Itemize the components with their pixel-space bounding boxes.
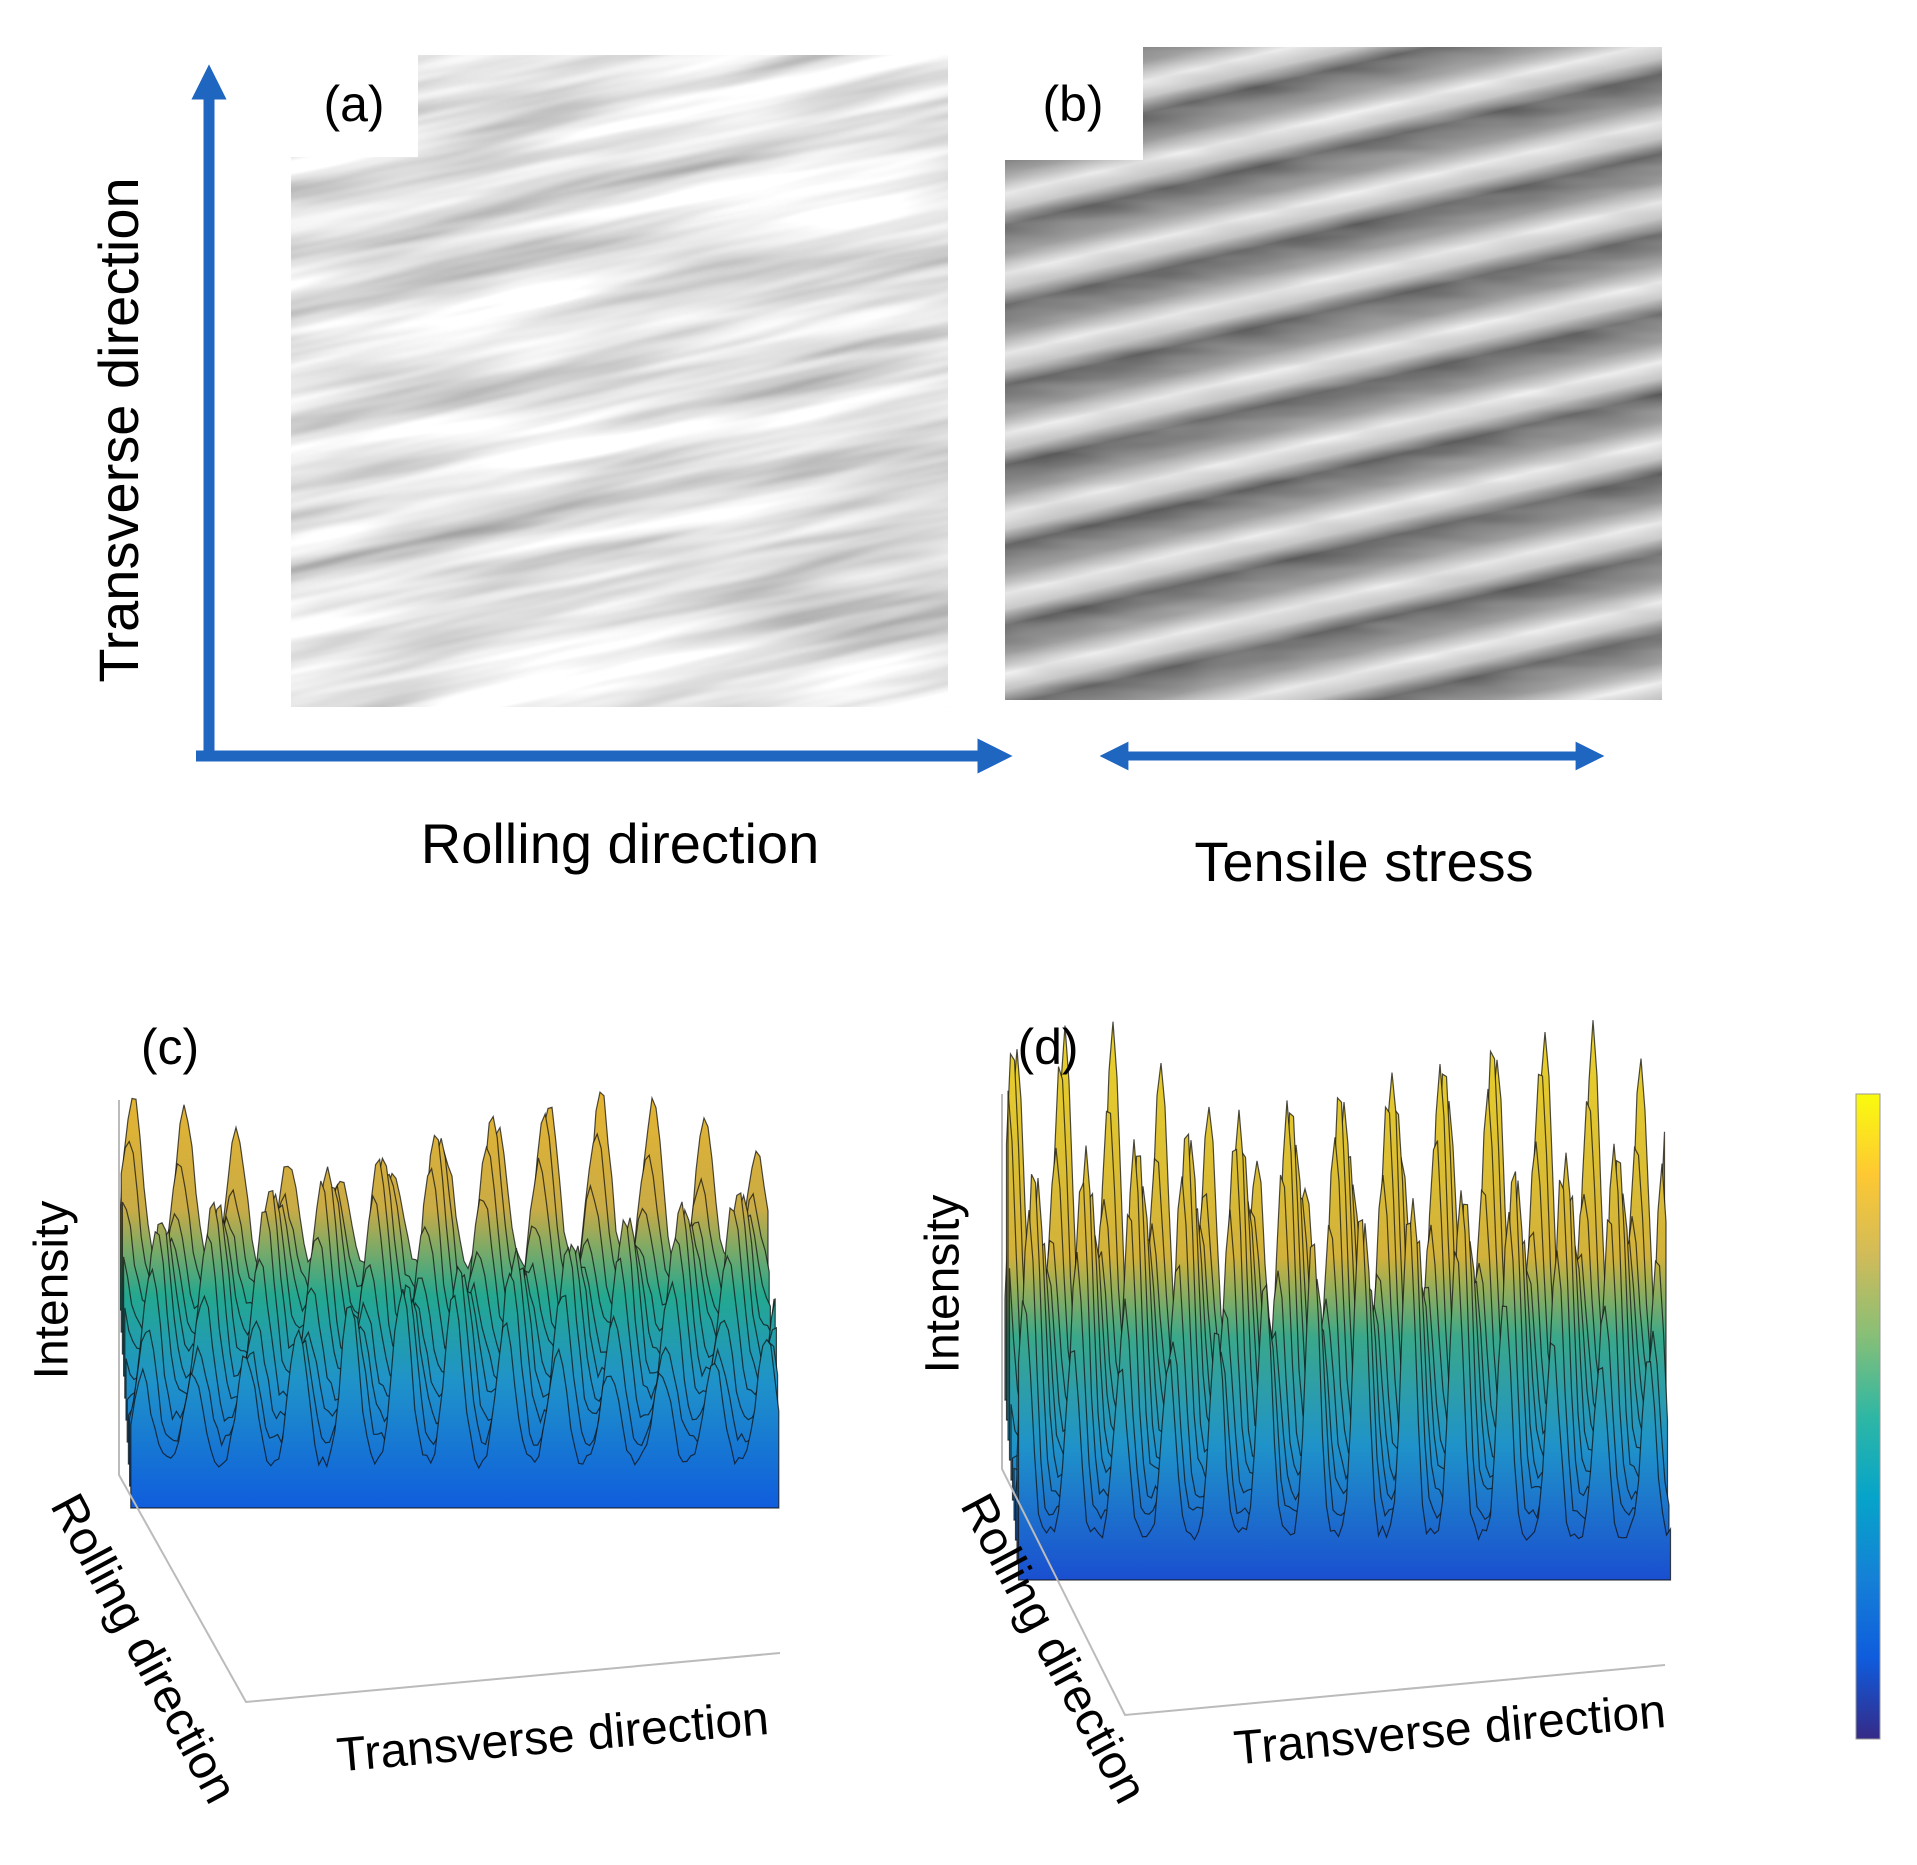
surface-row bbox=[130, 1289, 780, 1509]
surface-row bbox=[1017, 1218, 1672, 1581]
micrograph-b bbox=[1005, 47, 1662, 700]
surface-plot bbox=[119, 1090, 780, 1509]
panel-label: (a) bbox=[323, 76, 384, 132]
axis-label: Transverse direction bbox=[87, 177, 150, 682]
axis-label: Tensile stress bbox=[1194, 830, 1533, 893]
axis-label: Intensity bbox=[26, 1201, 79, 1380]
axis-label: Transverse direction bbox=[335, 1692, 771, 1783]
label-box bbox=[291, 55, 418, 157]
panel-label: (b) bbox=[1042, 76, 1103, 132]
label-box bbox=[1005, 47, 1143, 160]
axis-frame bbox=[1001, 1094, 1666, 1717]
colorbar bbox=[1855, 1093, 1881, 1740]
axis-label: Rolling direction bbox=[421, 812, 819, 875]
panel-label: (c) bbox=[141, 1019, 199, 1075]
axis-label: Intensity bbox=[917, 1195, 970, 1374]
surface-plot bbox=[1004, 1020, 1672, 1581]
panel-label: (d) bbox=[1017, 1019, 1078, 1075]
axis-frame bbox=[118, 1100, 781, 1704]
